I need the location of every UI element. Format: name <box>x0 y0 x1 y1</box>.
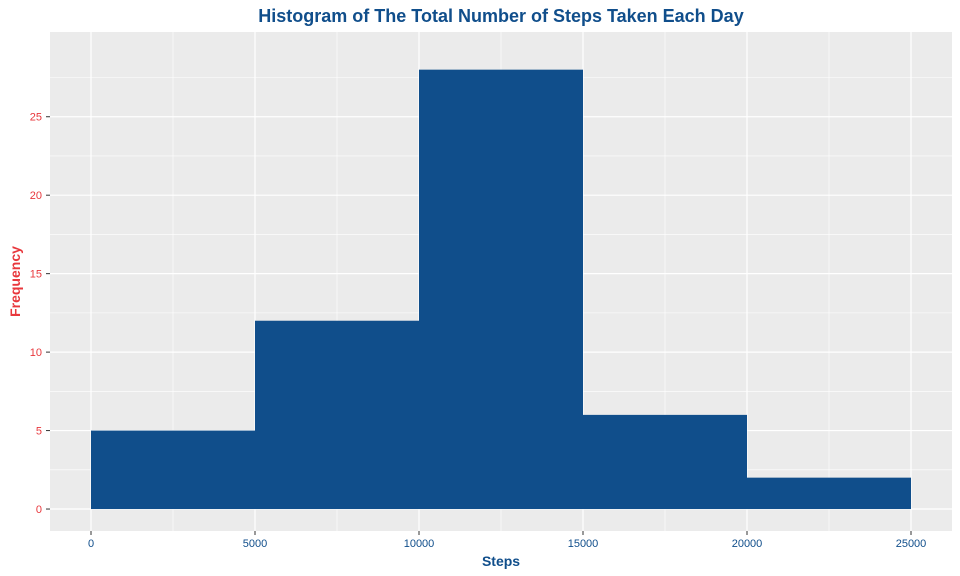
y-axis-title: Frequency <box>7 246 23 317</box>
histogram-bar <box>255 320 419 510</box>
y-axis-ticks: 0 5 10 15 20 25 <box>30 112 50 516</box>
x-tick-label: 20000 <box>732 538 763 550</box>
x-tick-label: 5000 <box>243 538 267 550</box>
x-tick-label: 0 <box>88 538 94 550</box>
y-tick-label: 20 <box>30 190 42 202</box>
histogram-bars <box>91 69 911 510</box>
histogram-bar <box>419 69 583 510</box>
histogram-bar <box>747 477 911 510</box>
y-tick-label: 15 <box>30 269 42 281</box>
chart-title: Histogram of The Total Number of Steps T… <box>258 6 743 26</box>
y-tick-label: 0 <box>36 504 42 516</box>
y-tick-label: 10 <box>30 347 42 359</box>
y-tick-label: 25 <box>30 112 42 124</box>
x-tick-label: 25000 <box>896 538 927 550</box>
histogram-bar <box>91 430 255 510</box>
x-tick-label: 10000 <box>404 538 435 550</box>
histogram-bar <box>583 414 747 510</box>
x-tick-label: 15000 <box>568 538 599 550</box>
x-axis-ticks: 0 5000 10000 15000 20000 25000 <box>88 531 926 550</box>
x-axis-title: Steps <box>482 553 520 569</box>
y-tick-label: 5 <box>36 426 42 438</box>
